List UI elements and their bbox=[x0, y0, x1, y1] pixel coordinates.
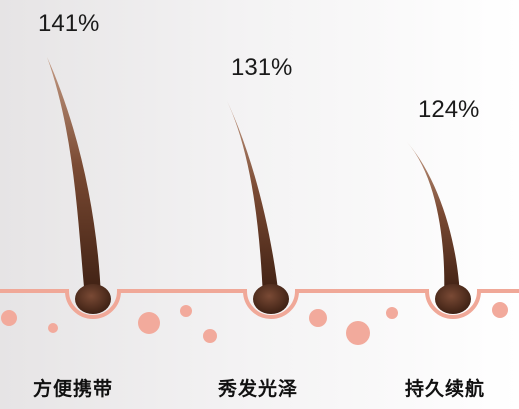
follicle-bulb-3 bbox=[435, 284, 471, 314]
benefit-label-3: 持久续航 bbox=[405, 378, 486, 400]
dot bbox=[386, 307, 398, 319]
dot bbox=[309, 309, 327, 327]
percent-value-1: 141% bbox=[38, 10, 100, 37]
skin-line bbox=[0, 289, 519, 319]
dot bbox=[138, 312, 160, 334]
dot bbox=[48, 323, 58, 333]
dot bbox=[180, 305, 192, 317]
follicle-bulb-2 bbox=[253, 284, 289, 314]
percent-value-2: 131% bbox=[231, 54, 293, 81]
decorative-dots bbox=[1, 302, 508, 345]
percent-value-3: 124% bbox=[418, 96, 480, 123]
hair-strand-1 bbox=[47, 57, 101, 298]
dot bbox=[203, 329, 217, 343]
benefit-label-1: 方便携带 bbox=[33, 378, 114, 400]
hair-strand-3 bbox=[407, 142, 460, 298]
benefit-label-2: 秀发光泽 bbox=[218, 378, 299, 400]
dot bbox=[1, 310, 17, 326]
hair-strand-2 bbox=[227, 101, 279, 298]
dot bbox=[346, 321, 370, 345]
dot bbox=[492, 302, 508, 318]
follicle-bulb-1 bbox=[75, 284, 111, 314]
